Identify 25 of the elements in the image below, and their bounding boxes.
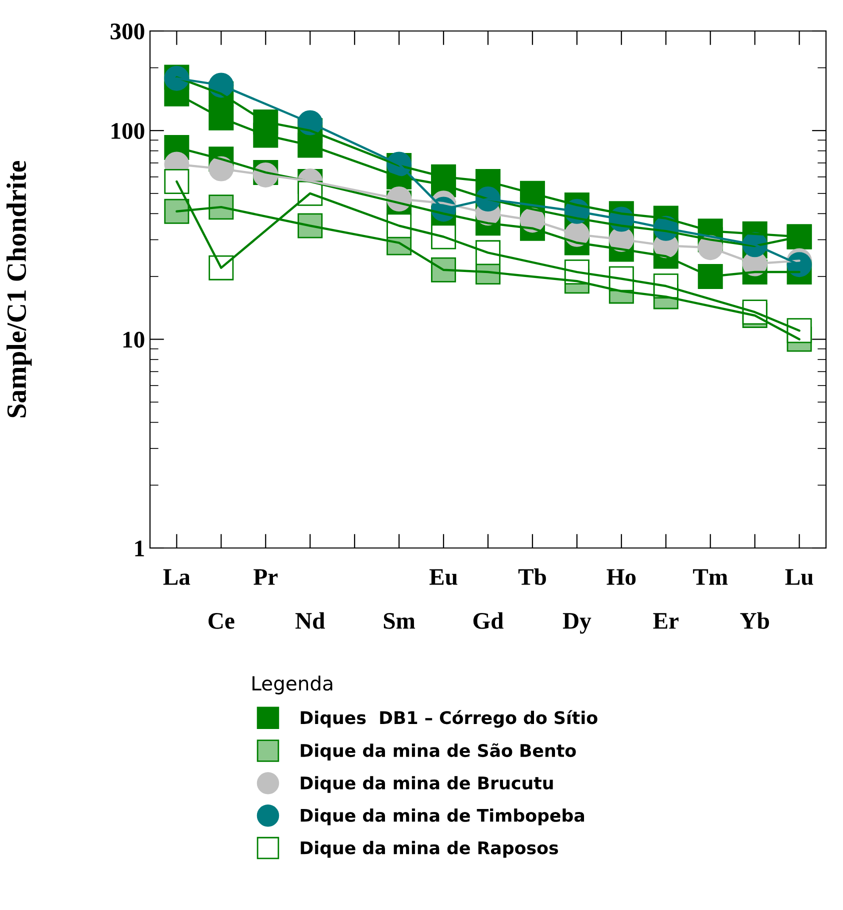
y-tick-label: 300 bbox=[110, 23, 144, 40]
x-tick-label: Tb bbox=[518, 568, 546, 585]
y-tick-label: 1 bbox=[135, 540, 144, 556]
legend-label: Diques DB1 – Córrego do Sítio bbox=[300, 710, 598, 728]
legend-label: Dique da mina de Timbopeba bbox=[300, 808, 584, 826]
x-tick-label: La bbox=[163, 569, 190, 585]
x-tick-label: Dy bbox=[562, 613, 592, 634]
legend-title: Legenda bbox=[252, 676, 332, 694]
legend-label: Dique da mina de Raposos bbox=[300, 840, 558, 858]
y-tick-label: 10 bbox=[123, 332, 144, 348]
x-tick-label: Gd bbox=[473, 612, 504, 629]
legend-label: Dique da mina de São Bento bbox=[300, 743, 576, 760]
x-tick-label: Sm bbox=[384, 613, 416, 629]
y-tick-label: 100 bbox=[112, 123, 144, 140]
x-tick-label: Er bbox=[653, 613, 678, 629]
x-tick-label: Pr bbox=[254, 569, 278, 585]
x-tick-label: Ce bbox=[208, 613, 234, 629]
x-tick-label: Eu bbox=[429, 569, 458, 585]
x-tick-label: Yb bbox=[740, 612, 769, 629]
x-tick-label: Nd bbox=[295, 612, 325, 629]
x-tick-label: Tm bbox=[693, 569, 728, 585]
y-axis-title: Sample/C1 Chondrite bbox=[6, 160, 32, 418]
x-tick-label: Lu bbox=[785, 569, 814, 585]
x-tick-label: Ho bbox=[606, 569, 636, 585]
legend-label: Dique da mina de Brucutu bbox=[300, 776, 553, 793]
